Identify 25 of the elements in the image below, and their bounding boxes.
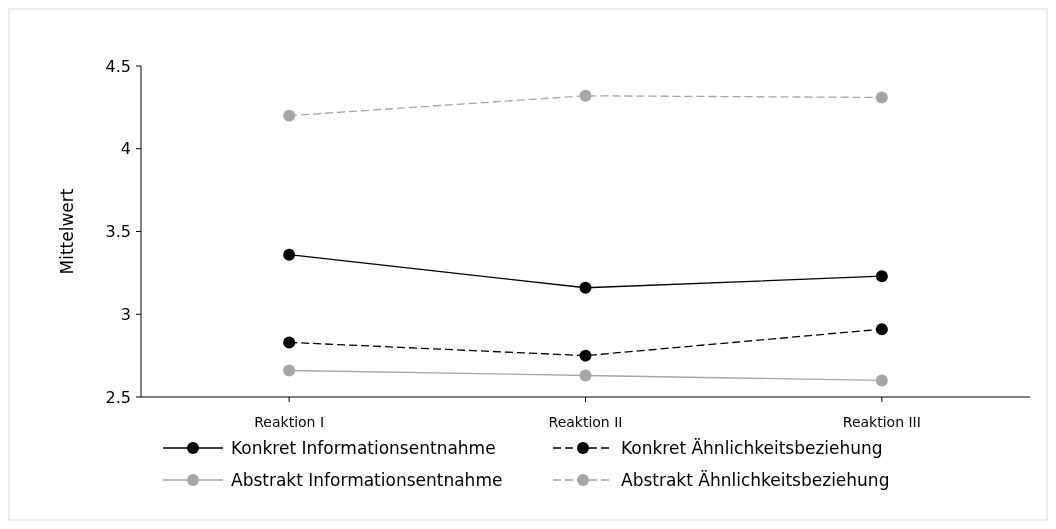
point (283, 248, 296, 261)
point (579, 349, 592, 362)
point (579, 281, 592, 294)
legend-label: Abstrakt Informationsentnahme (231, 469, 503, 490)
point (283, 364, 296, 377)
point (875, 374, 888, 387)
y-tick-label: 4 (120, 139, 131, 159)
y-tick-label: 2.5 (105, 387, 131, 407)
point (875, 323, 888, 336)
point (283, 109, 296, 122)
legend-label: Konkret Ähnlichkeitsbeziehung (621, 437, 883, 458)
x-tick-label: Reaktion II (548, 414, 623, 430)
point (579, 89, 592, 102)
y-tick-label: 3 (120, 304, 131, 324)
point (875, 91, 888, 104)
legend-label: Abstrakt Ähnlichkeitsbeziehung (621, 469, 890, 490)
point (875, 270, 888, 283)
point (283, 336, 296, 349)
legend-label: Konkret Informationsentnahme (231, 437, 496, 458)
y-tick-label: 4.5 (105, 56, 131, 76)
x-tick-label: Reaktion I (254, 414, 325, 430)
point (579, 369, 592, 382)
x-tick-label: Reaktion III (842, 414, 921, 430)
y-axis-title: Mittelwert (57, 188, 77, 275)
y-tick-label: 3.5 (105, 222, 131, 242)
